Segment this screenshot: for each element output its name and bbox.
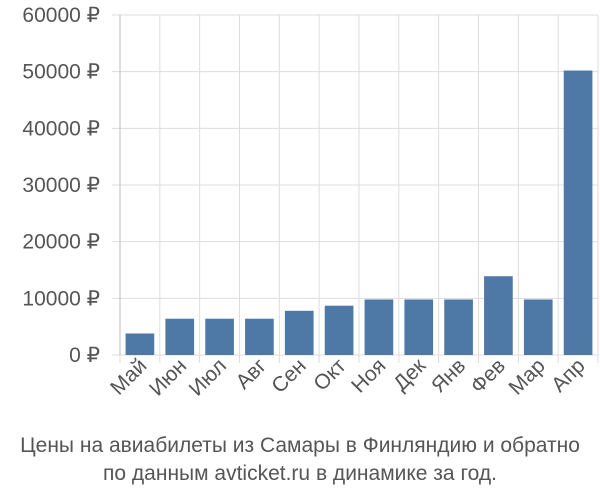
bar-10 [484,276,513,355]
x-tick-label: Янв [427,354,470,397]
chart-caption-line-2: по данным avticket.ru в динамике за год. [103,462,497,485]
bar-4 [245,318,274,355]
x-tick-label: Фев [466,354,510,398]
bar-7 [364,299,394,355]
bar-12 [563,70,593,356]
x-tick-label: Сен [267,354,310,397]
grid-lines [112,14,599,363]
x-tick-label: Мар [504,354,549,399]
bar-9 [444,299,473,355]
x-tick-label: Окт [309,354,351,396]
x-tick-label: Авг [231,354,271,394]
y-tick-label: 40000 ₽ [22,117,100,140]
y-tick-labels: 0 ₽ 10000 ₽ 20000 ₽ 30000 ₽ 40000 ₽ 50000 ₽ 60… [22,4,100,367]
x-tick-label: Июн [145,354,191,400]
bar-8 [404,299,434,355]
chart-caption-line-1: Цены на авиабилеты из Самары в Финляндию… [20,434,580,457]
x-tick-label: Дек [389,354,431,396]
y-tick-label: 10000 ₽ [22,287,100,310]
x-tick-label: Апр [547,354,589,396]
x-tick-label: Июл [185,354,231,400]
bars [125,70,593,356]
bar-5 [284,310,314,355]
price-bar-chart: 0 ₽ 10000 ₽ 20000 ₽ 30000 ₽ 40000 ₽ 50000 ₽ 60… [22,4,599,401]
bar-3 [205,318,234,355]
x-tick-label: Ноя [347,354,390,397]
y-tick-label: 20000 ₽ [22,231,100,254]
y-tick-label: 60000 ₽ [22,4,100,27]
bar-6 [324,305,354,355]
y-tick-label: 50000 ₽ [22,61,100,84]
y-tick-label: 0 ₽ [69,344,100,367]
bar-1 [125,333,155,355]
bar-11 [523,299,553,355]
y-tick-label: 30000 ₽ [22,174,100,197]
x-tick-label: Май [106,354,151,399]
bar-2 [165,318,195,355]
